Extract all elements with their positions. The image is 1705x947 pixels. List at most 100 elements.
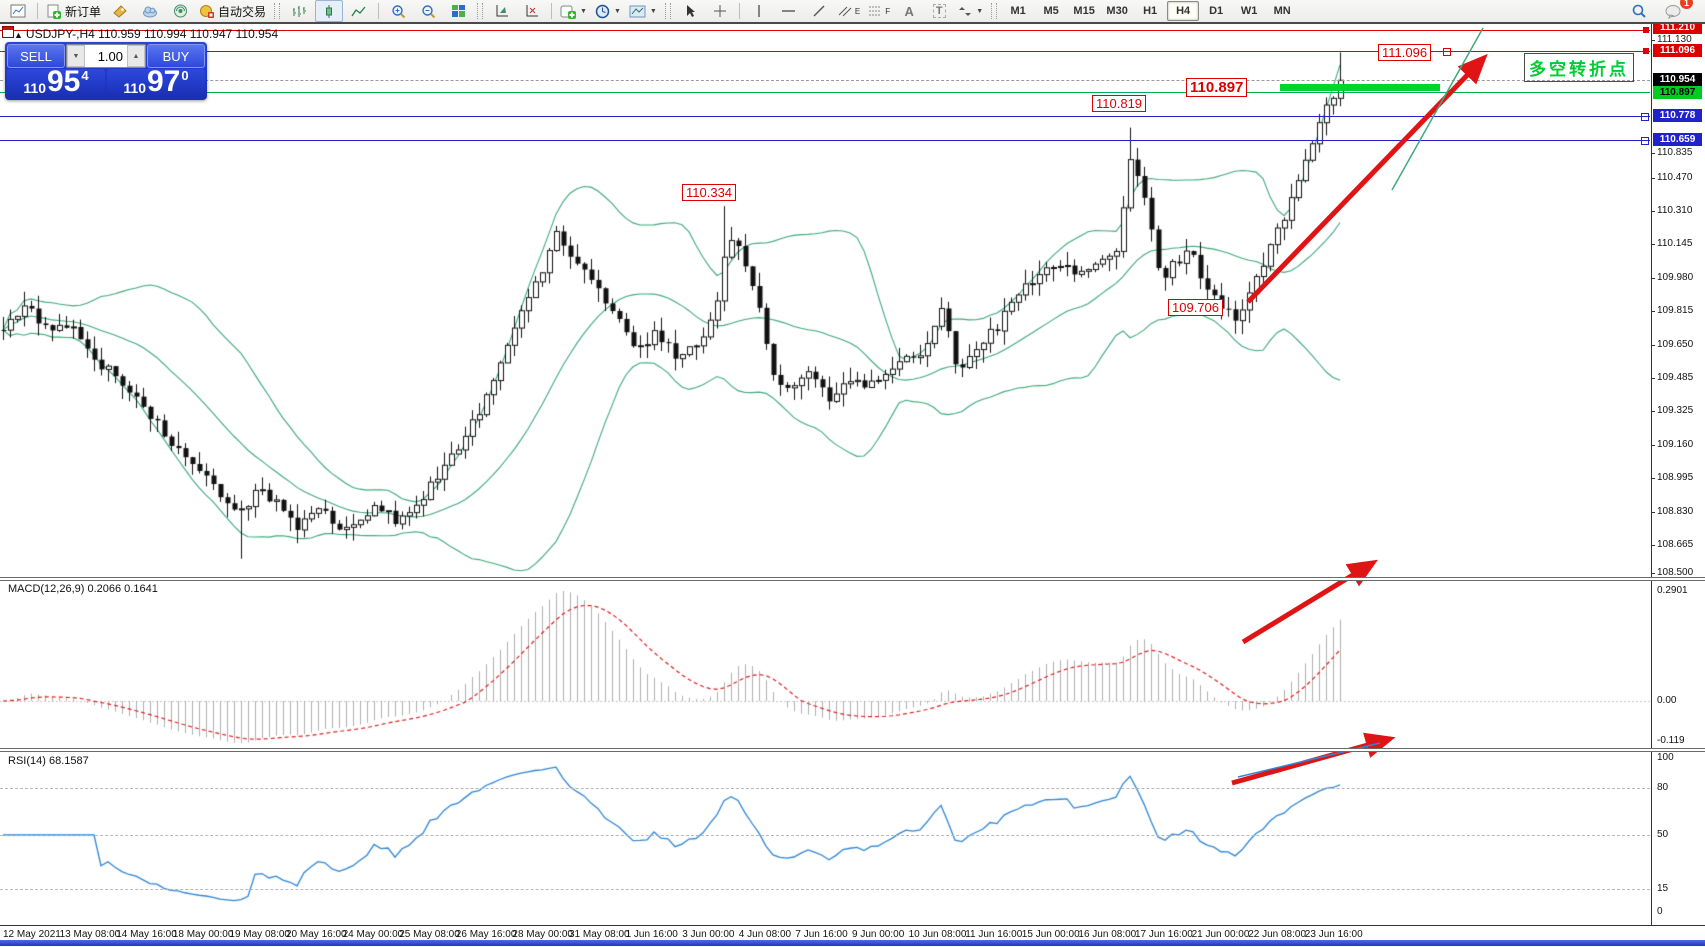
tick-mark: [1651, 153, 1655, 154]
pivot-annotation[interactable]: 多空转折点: [1524, 53, 1634, 82]
sell-button[interactable]: SELL: [7, 44, 65, 68]
timeframe-button-W1[interactable]: W1: [1240, 5, 1258, 17]
tick-mark: [1651, 512, 1655, 513]
macd-axis-tick: 0.00: [1657, 695, 1677, 706]
periods-button[interactable]: ▼: [592, 0, 624, 22]
zoom-in-icon: [391, 4, 405, 18]
volume-increase-button[interactable]: ▲: [127, 45, 145, 67]
horizontal-level-line[interactable]: [0, 51, 1650, 52]
timeframe-button-H1[interactable]: H1: [1143, 5, 1158, 17]
timeframe-button-M30[interactable]: M30: [1106, 5, 1128, 17]
text-button[interactable]: A: [895, 0, 923, 22]
horizontal-level-line[interactable]: [0, 116, 1650, 117]
sell-price-big: 95: [46, 65, 81, 98]
chart-corner-icon[interactable]: [2, 26, 14, 38]
crosshair-button[interactable]: [706, 0, 734, 22]
fibonacci-button[interactable]: F: [865, 0, 893, 22]
timeframe-button-M15[interactable]: M15: [1073, 5, 1095, 17]
price-callout-label[interactable]: 109.706: [1168, 299, 1223, 316]
search-button[interactable]: [1625, 0, 1653, 22]
new-order-button[interactable]: 新订单: [43, 0, 104, 22]
price-axis-tick: 110.310: [1657, 205, 1693, 216]
horizontal-line-button[interactable]: [775, 0, 803, 22]
templates-button[interactable]: ▼: [626, 0, 660, 22]
chevron-down-icon: ▼: [580, 7, 587, 15]
rsi-panel-divider[interactable]: [0, 748, 1705, 752]
price-axis-tick: 109.325: [1657, 405, 1694, 416]
signal-icon: [173, 4, 187, 18]
timeframe-button-M1[interactable]: M1: [1010, 5, 1026, 17]
price-callout-label[interactable]: 110.334: [682, 184, 737, 201]
chart-window-button[interactable]: [4, 0, 32, 22]
trendline-button[interactable]: [805, 0, 833, 22]
toolbar-grip[interactable]: [664, 3, 671, 19]
time-axis-label: 12 May 2021: [3, 929, 61, 940]
sell-price[interactable]: 110 95 4: [7, 65, 105, 98]
cursor-button[interactable]: [676, 0, 704, 22]
toolbar-separator: [378, 3, 380, 19]
tile-windows-button[interactable]: [444, 0, 472, 22]
chart-ohlc-text: USDJPY-,H4 110.959 110.994 110.947 110.9…: [25, 27, 279, 41]
vertical-line-icon: [758, 5, 760, 17]
price-callout-label[interactable]: 111.096: [1378, 44, 1432, 61]
horizontal-level-line[interactable]: [0, 30, 1650, 31]
line-chart-button[interactable]: [345, 0, 373, 22]
data-window-button[interactable]: [518, 0, 546, 22]
macd-panel-divider[interactable]: [0, 577, 1705, 581]
zoom-in-button[interactable]: [384, 0, 412, 22]
price-callout-label[interactable]: 110.819: [1092, 95, 1147, 112]
object-anchor-square[interactable]: [1643, 27, 1649, 33]
price-callout-label[interactable]: 110.897: [1186, 78, 1248, 97]
text-label-button[interactable]: T: [925, 0, 953, 22]
timeframe-button-D1[interactable]: D1: [1209, 5, 1224, 17]
horizontal-level-line[interactable]: [0, 140, 1650, 141]
candlestick-chart-button[interactable]: [315, 0, 344, 22]
arrows-button[interactable]: ▼: [955, 0, 986, 22]
rsi-gridline: [0, 889, 1650, 890]
signals-button[interactable]: [166, 0, 194, 22]
timeframe-button-MN[interactable]: MN: [1273, 5, 1291, 17]
bar-chart-button[interactable]: [285, 0, 313, 22]
tick-mark: [1651, 211, 1655, 212]
toolbar-grip[interactable]: [274, 3, 281, 19]
rsi-label: RSI(14) 68.1587: [8, 755, 89, 767]
tile-windows-icon: [451, 5, 465, 17]
toolbar-grip[interactable]: [477, 3, 484, 19]
time-axis-label: 22 Jun 08:00: [1248, 929, 1307, 940]
buy-price[interactable]: 110 97 0: [107, 67, 205, 97]
rsi-axis-tick: 50: [1657, 829, 1669, 840]
zoom-out-button[interactable]: [414, 0, 442, 22]
object-anchor-square[interactable]: [1643, 48, 1649, 54]
price-axis-tick: 108.665: [1657, 539, 1694, 550]
tick-mark: [1651, 378, 1655, 379]
price-axis-line[interactable]: [1651, 24, 1652, 926]
object-anchor-square[interactable]: [1641, 137, 1649, 145]
main-toolbar: 新订单 自动交易: [0, 0, 1705, 24]
notifications-button[interactable]: 1: [1659, 0, 1693, 22]
objects-list-button[interactable]: [488, 0, 516, 22]
buy-button[interactable]: BUY: [147, 44, 205, 68]
horizontal-level-line[interactable]: [0, 92, 1650, 93]
timeframe-button-M5[interactable]: M5: [1043, 5, 1059, 17]
vertical-line-button[interactable]: [745, 0, 773, 22]
indicators-button[interactable]: ▼: [557, 0, 590, 22]
timeframe-button-H4[interactable]: H4: [1167, 1, 1200, 21]
equidistant-channel-button[interactable]: E: [835, 0, 863, 22]
thick-green-level-line[interactable]: [1280, 84, 1440, 91]
profiles-button[interactable]: [106, 0, 134, 22]
collapse-triangle-icon[interactable]: ▲: [14, 30, 23, 40]
price-axis-badge: 110.954: [1653, 73, 1702, 86]
market-watch-button[interactable]: [136, 0, 164, 22]
horizontal-level-line[interactable]: [0, 80, 1650, 81]
toolbar-grip[interactable]: [991, 3, 998, 19]
volume-input[interactable]: 1.00: [97, 48, 123, 64]
volume-decrease-button[interactable]: ▼: [67, 45, 85, 67]
add-indicator-icon: [560, 5, 577, 19]
time-axis-line[interactable]: [0, 925, 1705, 926]
object-anchor-square[interactable]: [1443, 48, 1451, 56]
price-axis-badge: 110.659: [1653, 133, 1702, 146]
rsi-gridline: [0, 788, 1650, 789]
object-anchor-square[interactable]: [1641, 113, 1649, 121]
autotrading-button[interactable]: 自动交易: [196, 0, 269, 22]
